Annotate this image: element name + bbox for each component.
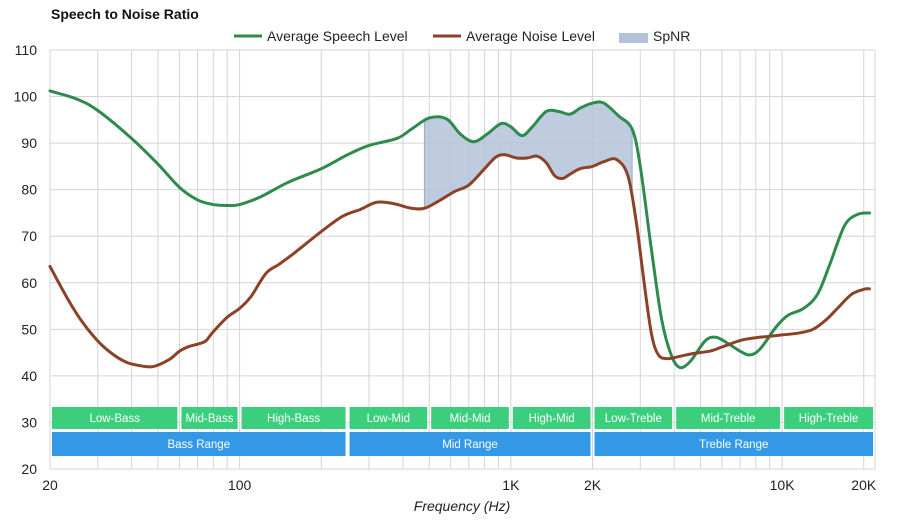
y-tick-label: 30 [21, 414, 37, 430]
chart-legend: Average Speech Level Average Noise Level… [234, 28, 690, 44]
range-band-label: Low-Mid [367, 413, 410, 425]
range-band-bar [676, 407, 781, 429]
y-tick-label: 90 [21, 135, 37, 151]
x-tick-label: 1K [502, 477, 520, 493]
chart-title: Speech to Noise Ratio [51, 6, 199, 22]
range-band-label: High-Mid [529, 413, 575, 425]
x-tick-label: 20 [42, 477, 58, 493]
range-band-label: High-Treble [799, 413, 859, 425]
range-band-bar [512, 407, 591, 429]
range-band-label: Bass Range [167, 439, 230, 451]
range-band-bar [784, 407, 873, 429]
range-band-label: Low-Bass [89, 413, 140, 425]
range-band-bar [181, 407, 238, 429]
y-tick-label: 80 [21, 182, 37, 198]
legend-swatch-spnr [619, 33, 648, 43]
range-band-bar [594, 432, 873, 456]
frequency-range-bands: Low-Bass Mid-Bass High-Bass Low-Mid Mid-Mid H… [52, 407, 873, 456]
y-tick-label: 60 [21, 275, 37, 291]
range-band-bar [52, 407, 178, 429]
x-tick-label: 100 [228, 477, 252, 493]
legend-label-spnr: SpNR [653, 28, 690, 44]
plot-area [48, 89, 872, 370]
legend-label-noise: Average Noise Level [466, 28, 595, 44]
x-axis-label: Frequency (Hz) [414, 498, 510, 514]
range-band-label: Treble Range [699, 439, 768, 451]
noise-level-line [48, 153, 872, 369]
y-tick-label: 110 [15, 42, 38, 58]
x-tick-label: 20K [851, 477, 877, 493]
y-tick-label: 20 [21, 461, 37, 477]
y-tick-label: 50 [21, 321, 37, 337]
range-band-bar [349, 407, 428, 429]
range-band-bar [52, 432, 346, 456]
x-tick-label: 10K [770, 477, 796, 493]
speech-level-line [48, 89, 872, 370]
range-band-bar [241, 407, 346, 429]
range-band-bar [431, 407, 509, 429]
range-band-label: Mid-Treble [701, 413, 756, 425]
legend-label-speech: Average Speech Level [267, 28, 408, 44]
range-band-label: Mid Range [442, 439, 498, 451]
x-tick-label: 2K [584, 477, 602, 493]
chart-axes: 20 30 40 50 60 70 80 90 100 110 20 100 1K 2K 10K 20K [14, 42, 877, 493]
range-band-label: Mid-Mid [450, 413, 491, 425]
y-tick-label: 40 [21, 368, 37, 384]
range-band-label: Mid-Bass [186, 413, 234, 425]
chart-grid [49, 49, 876, 470]
y-tick-label: 100 [14, 89, 38, 105]
range-band-bar [349, 432, 591, 456]
y-tick-label: 70 [21, 228, 37, 244]
range-band-label: High-Bass [267, 413, 320, 425]
range-band-label: Low-Treble [605, 413, 662, 425]
range-band-bar [594, 407, 673, 429]
